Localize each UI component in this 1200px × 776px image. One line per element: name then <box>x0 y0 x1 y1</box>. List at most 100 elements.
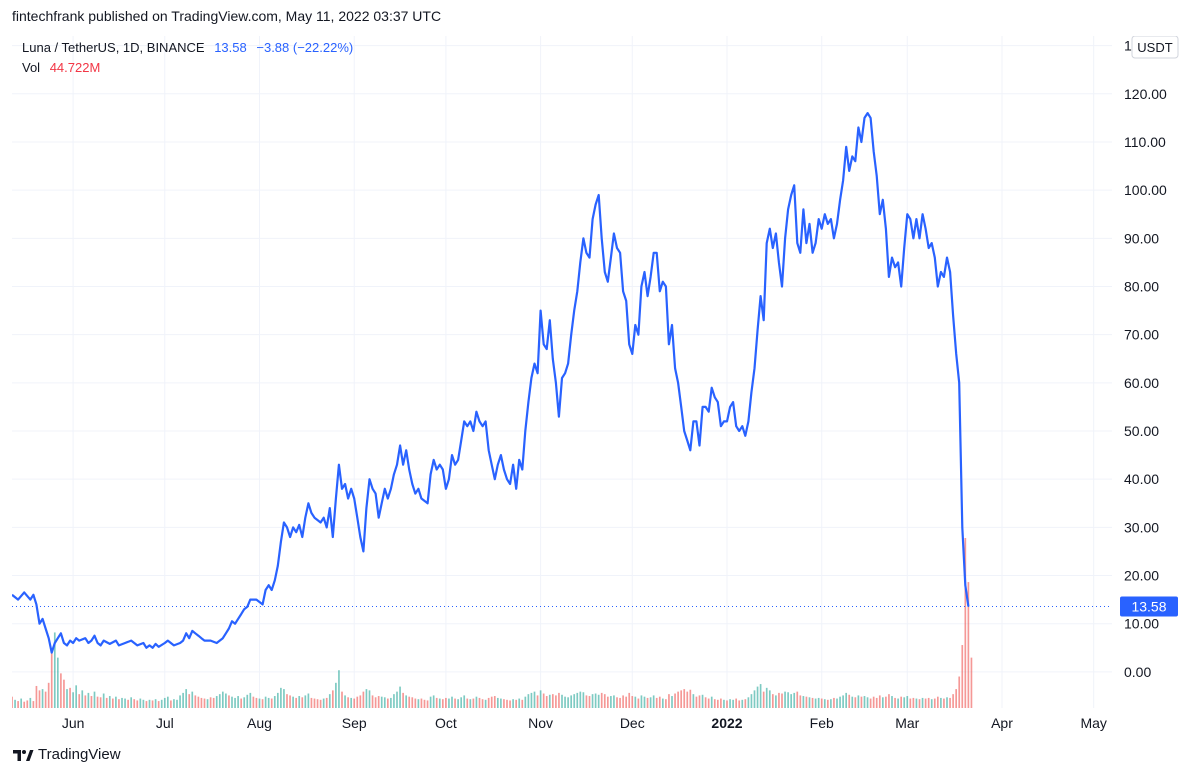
volume-bar <box>875 697 878 708</box>
volume-bar <box>124 698 126 708</box>
volume-bar <box>289 695 291 708</box>
volume-bar <box>191 691 194 708</box>
volume-bar <box>255 697 258 708</box>
volume-bar <box>194 695 197 708</box>
x-tick-label: Nov <box>528 715 553 731</box>
volume-bar <box>44 691 47 708</box>
volume-bar <box>301 697 304 708</box>
volume-bar <box>603 694 606 708</box>
volume-bar <box>530 692 533 708</box>
volume-bar <box>720 698 722 708</box>
volume-bar <box>625 696 628 708</box>
volume-bar <box>500 698 502 708</box>
volume-bar <box>335 682 337 708</box>
volume-bar <box>747 697 750 708</box>
volume-bar <box>454 698 456 708</box>
volume-bar <box>53 632 56 708</box>
volume-bar <box>686 691 689 708</box>
volume-bar <box>674 693 676 708</box>
volume-bar <box>136 700 139 708</box>
volume-bar <box>283 689 285 708</box>
volume-bar <box>12 696 13 708</box>
volume-bar <box>20 698 23 708</box>
volume-bar <box>252 696 255 708</box>
volume-bar <box>564 696 566 708</box>
volume-bar <box>536 695 539 708</box>
volume-bar <box>286 694 288 708</box>
volume-bar <box>261 699 264 708</box>
volume-bar <box>729 699 731 708</box>
footer-brand[interactable]: TradingView <box>12 746 121 763</box>
volume-bar <box>493 696 496 708</box>
volume-bar <box>655 697 658 708</box>
volume-bar <box>203 698 206 708</box>
volume-bar <box>383 697 386 708</box>
volume-bar <box>860 696 863 708</box>
volume-bar <box>108 696 111 708</box>
volume-bar <box>38 690 41 708</box>
volume-bar <box>548 694 551 708</box>
volume-bar <box>47 682 50 708</box>
volume-bar <box>393 694 395 708</box>
volume-bar <box>316 699 319 708</box>
volume-bar <box>402 692 404 708</box>
volume-bar <box>588 696 591 708</box>
volume-bar <box>946 697 948 708</box>
volume-bar <box>778 692 780 708</box>
volume-bar <box>784 691 786 708</box>
volume-bar <box>234 697 236 708</box>
volume-bar <box>573 694 576 708</box>
volume-bar <box>515 699 518 708</box>
currency-label: USDT <box>1137 40 1172 55</box>
volume-label[interactable]: Vol <box>22 60 41 75</box>
volume-bar <box>14 699 16 708</box>
volume-bar <box>197 696 200 708</box>
legend-symbol-row: Luna / TetherUS, 1D, BINANCE 13.58 −3.88… <box>22 38 353 58</box>
volume-bar <box>445 697 447 708</box>
volume-bar <box>228 695 230 708</box>
volume-bar <box>240 698 243 708</box>
volume-bar <box>738 700 741 708</box>
volume-bar <box>32 701 35 708</box>
volume-bar <box>130 697 133 708</box>
volume-bar <box>775 695 777 708</box>
volume-bar <box>81 690 84 708</box>
volume-bar <box>356 696 359 708</box>
price-chart[interactable]: 130.00120.00110.00100.0090.0080.0070.006… <box>12 36 1188 740</box>
brand-name: TradingView <box>38 746 121 763</box>
volume-bar <box>438 698 441 708</box>
chart-area[interactable]: 130.00120.00110.00100.0090.0080.0070.006… <box>12 36 1188 740</box>
volume-bar <box>579 691 582 708</box>
volume-bar <box>69 687 71 708</box>
volume-bar <box>374 697 377 708</box>
volume-bar <box>84 695 87 708</box>
volume-bar <box>894 697 896 708</box>
volume-bar <box>918 699 921 708</box>
volume-bar <box>139 698 142 708</box>
volume-bar <box>903 697 906 708</box>
volume-bar <box>869 698 872 708</box>
volume-bar <box>891 696 893 708</box>
volume-bar <box>930 699 933 708</box>
volume-bar <box>75 685 78 708</box>
volume-bar <box>854 697 857 708</box>
volume-bar <box>463 695 466 708</box>
volume-bar <box>66 689 68 708</box>
volume-bar <box>652 695 655 708</box>
volume-bar <box>310 697 313 708</box>
volume-bar <box>820 698 823 708</box>
volume-bar <box>710 696 713 708</box>
volume-bar <box>41 689 44 708</box>
volume-bar <box>683 689 686 708</box>
symbol-label[interactable]: Luna / TetherUS, 1D, BINANCE <box>22 40 205 55</box>
volume-bar <box>793 692 796 708</box>
volume-bar <box>63 679 65 708</box>
volume-bar <box>872 696 875 708</box>
x-tick-label: Aug <box>247 715 272 731</box>
volume-bar <box>634 696 637 708</box>
volume-bar <box>915 698 918 708</box>
volume-bar <box>701 694 704 708</box>
price-line-layer <box>12 112 970 654</box>
volume-bar <box>881 697 884 708</box>
volume-bar <box>878 695 881 708</box>
